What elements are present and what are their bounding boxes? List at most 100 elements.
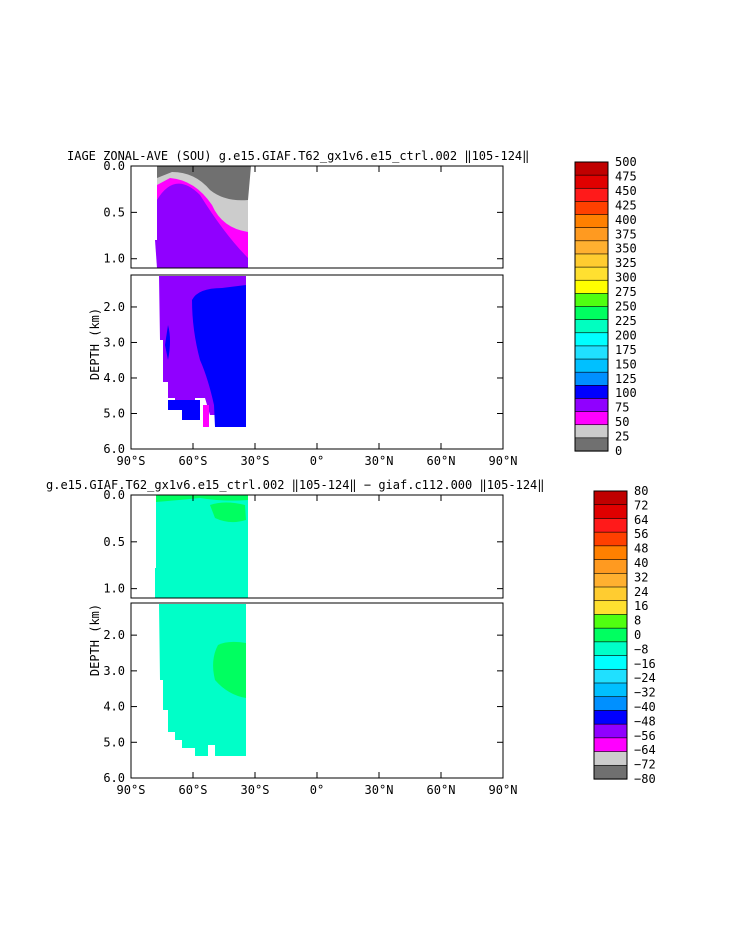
x-tick-label: 30°N (365, 783, 394, 797)
colorbar-swatch (593, 764, 628, 780)
colorbar-label: 56 (634, 527, 648, 541)
panel-2-title: g.e15.GIAF.T62_gx1v6.e15_ctrl.002 ‖105-1… (46, 478, 545, 492)
colorbar-label: 24 (634, 585, 648, 599)
colorbar-swatch (593, 572, 628, 588)
colorbar-label: 80 (634, 484, 648, 498)
colorbar-label: 250 (615, 300, 637, 314)
colorbar-swatch (574, 345, 609, 360)
colorbar-label: 64 (634, 513, 648, 527)
colorbar-swatch (574, 293, 609, 308)
colorbar-swatch (574, 319, 609, 334)
colorbar-label: 400 (615, 213, 637, 227)
colorbar-swatch (593, 531, 628, 547)
colorbar-swatch (593, 668, 628, 684)
colorbar-label: 100 (615, 386, 637, 400)
colorbar-label: −40 (634, 700, 656, 714)
x-tick-label: 30°S (241, 783, 270, 797)
p1-lower-blue-spot (165, 325, 170, 360)
y-tick-label: 3.0 (103, 335, 125, 349)
colorbar-label: −16 (634, 657, 656, 671)
panel-1: IAGE ZONAL-AVE (SOU) g.e15.GIAF.T62_gx1v… (67, 149, 637, 468)
y-tick-label: 3.0 (103, 664, 125, 678)
colorbar-label: 425 (615, 198, 637, 212)
colorbar-swatch (593, 518, 628, 533)
x-tick-label: 60°S (179, 454, 208, 468)
x-tick-label: 90°S (117, 454, 146, 468)
colorbar-label: 0 (615, 444, 622, 458)
colorbar-label: 72 (634, 498, 648, 512)
x-tick-label: 30°N (365, 454, 394, 468)
colorbar-swatch (593, 600, 628, 616)
panel-1-x-ticks: 90°S 60°S 30°S 0° 30°N 60°N 90°N (117, 166, 518, 468)
p1-upper-purple-edge (155, 240, 159, 268)
panel-2-upper-fill (155, 495, 248, 598)
x-tick-label: 0° (310, 454, 324, 468)
colorbar-swatch (574, 411, 609, 426)
panel-1-upper-fill (155, 166, 251, 268)
colorbar-label: 50 (615, 415, 629, 429)
colorbar-label: 225 (615, 314, 637, 328)
y-tick-label: 6.0 (103, 442, 125, 456)
colorbar-label: 16 (634, 599, 648, 613)
p2-upper-green-blob (210, 502, 246, 523)
p2-upper-edge (155, 568, 159, 598)
colorbar-frame (593, 490, 628, 780)
colorbar-label: 450 (615, 184, 637, 198)
colorbar-label: 0 (634, 628, 641, 642)
colorbar-label: 48 (634, 542, 648, 556)
colorbar-swatch (593, 710, 628, 725)
colorbar-swatch (593, 586, 628, 602)
colorbar-swatch (574, 385, 609, 400)
colorbar-swatch (574, 266, 609, 281)
colorbar-swatch (574, 398, 609, 413)
panel-2-colorbar: 80726456484032241680−8−16−24−32−40−48−56… (593, 484, 656, 786)
colorbar-swatch (574, 358, 609, 373)
colorbar-swatch (593, 737, 628, 753)
colorbar-label: −8 (634, 642, 648, 656)
panel-1-ylabel: DEPTH (km) (88, 308, 102, 380)
colorbar-swatch (593, 641, 628, 657)
p2-upper-green-top (156, 495, 248, 502)
colorbar-label: −24 (634, 671, 656, 685)
y-tick-label: 0.0 (103, 159, 125, 173)
y-tick-label: 1.0 (103, 252, 125, 266)
y-tick-label: 0.5 (103, 535, 125, 549)
colorbar-label: 375 (615, 227, 637, 241)
y-tick-label: 2.0 (103, 628, 125, 642)
colorbar-label: −56 (634, 729, 656, 743)
x-tick-label: 90°S (117, 783, 146, 797)
colorbar-label: 150 (615, 357, 637, 371)
x-tick-label: 60°N (427, 783, 456, 797)
colorbar-swatch (574, 306, 609, 321)
colorbar-swatch (574, 371, 609, 386)
p1-lower-blue-bottom (168, 400, 200, 420)
y-tick-label: 5.0 (103, 406, 125, 420)
p1-lower-blue (192, 276, 246, 427)
x-tick-label: 60°N (427, 454, 456, 468)
colorbar-label: 75 (615, 401, 629, 415)
y-tick-label: 1.0 (103, 582, 125, 596)
colorbar-label: 175 (615, 343, 637, 357)
y-tick-label: 4.0 (103, 371, 125, 385)
p2-lower-green-blob (213, 641, 246, 698)
x-tick-label: 90°N (489, 783, 518, 797)
colorbar-swatch (574, 437, 609, 452)
colorbar-swatch (574, 332, 609, 347)
x-tick-label: 30°S (241, 454, 270, 468)
colorbar-swatch (593, 614, 628, 629)
colorbar-label: −32 (634, 686, 656, 700)
colorbar-swatch (593, 490, 628, 506)
x-tick-label: 90°N (489, 454, 518, 468)
colorbar-label: 350 (615, 242, 637, 256)
colorbar-swatch (574, 253, 609, 268)
colorbar-swatch (574, 279, 609, 294)
colorbar-swatch (593, 655, 628, 670)
y-tick-label: 0.0 (103, 488, 125, 502)
panel-2-x-ticks: 90°S 60°S 30°S 0° 30°N 60°N 90°N (117, 495, 518, 797)
colorbar-swatch (593, 751, 628, 766)
y-tick-label: 2.0 (103, 300, 125, 314)
p2-lower-cyan (159, 604, 246, 756)
colorbar-label: 200 (615, 328, 637, 342)
colorbar-label: 325 (615, 256, 637, 270)
